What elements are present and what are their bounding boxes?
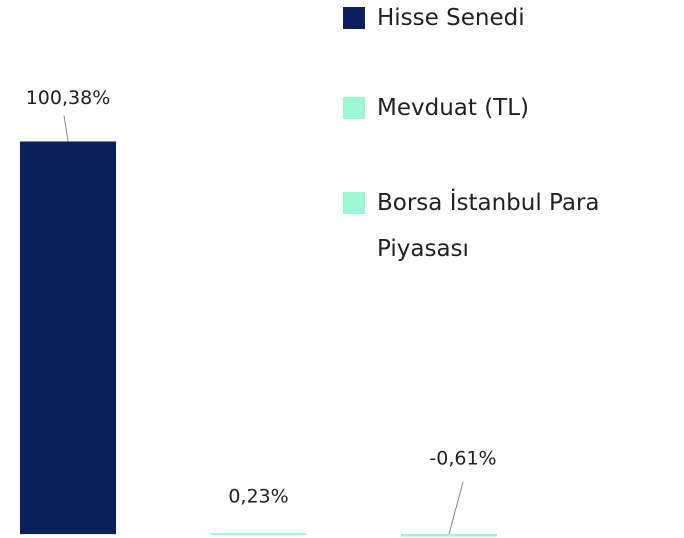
data-label: -0,61%: [429, 448, 496, 470]
bar: [20, 141, 116, 535]
legend-label: Borsa İstanbul Para Piyasası: [377, 190, 600, 262]
bar: [401, 534, 497, 537]
legend-swatch: [343, 97, 365, 119]
leader-line: [63, 115, 69, 142]
legend-item: Borsa İstanbul Para Piyasası: [343, 180, 683, 272]
legend-label: Hisse Senedi: [377, 5, 525, 31]
data-label: 0,23%: [228, 486, 288, 508]
legend-item: Hisse Senedi: [343, 0, 683, 41]
data-label: 100,38%: [26, 87, 111, 109]
leader-line: [448, 481, 464, 535]
legend-swatch: [343, 7, 365, 29]
legend-label: Mevduat (TL): [377, 95, 530, 121]
bar: [210, 533, 307, 536]
legend-item: Mevduat (TL): [343, 85, 683, 131]
legend-swatch: [343, 192, 365, 214]
